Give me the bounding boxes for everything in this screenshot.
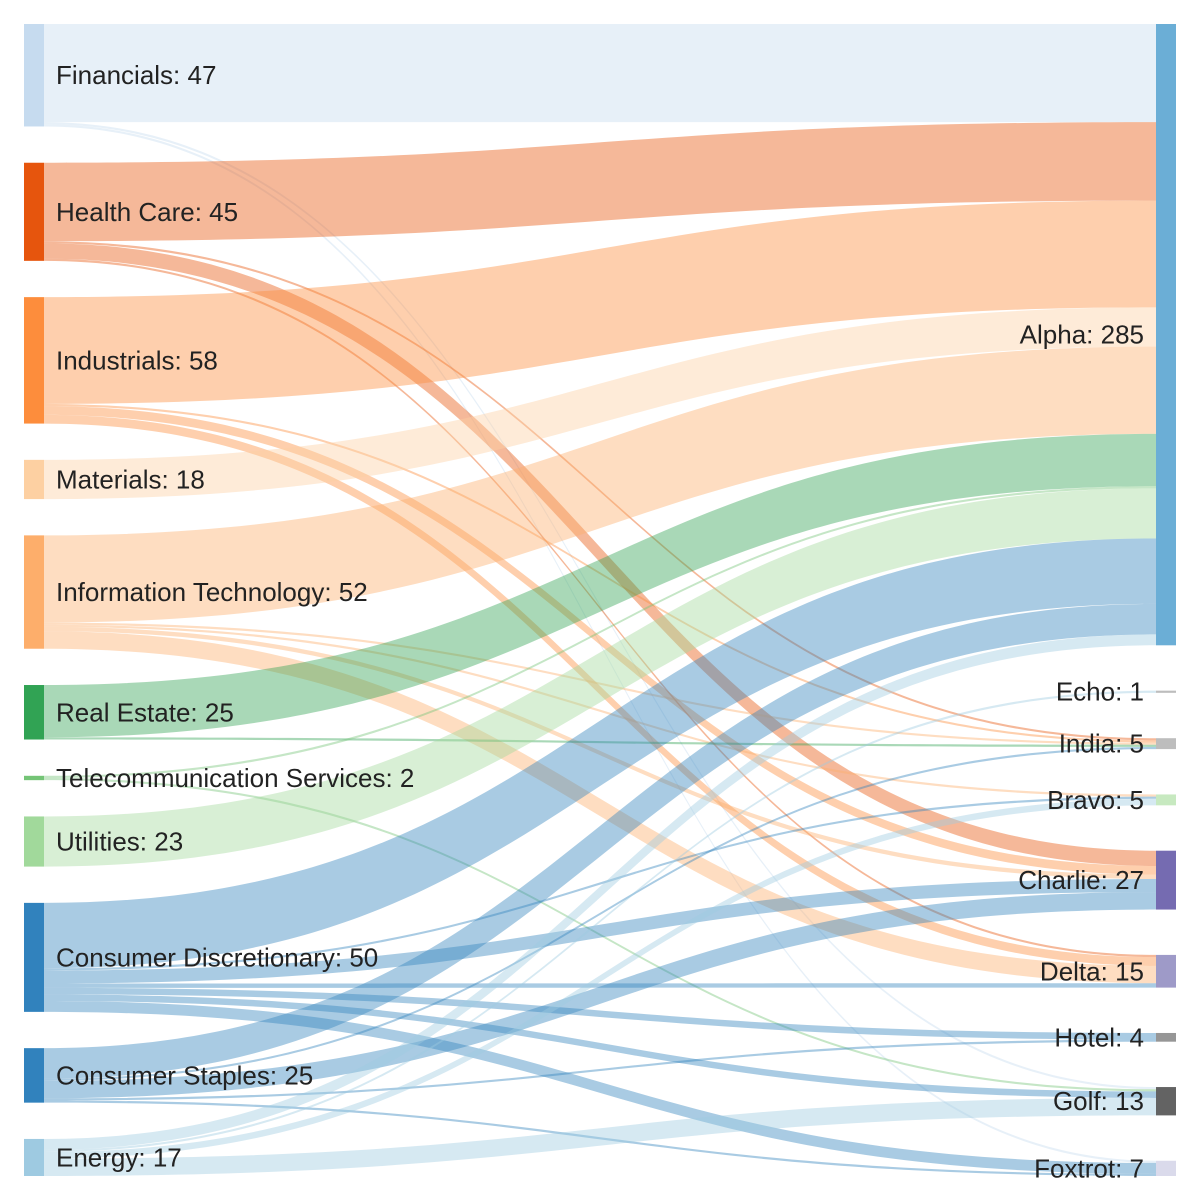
link-consumer-discretionary-to-bravo[interactable] bbox=[44, 796, 1156, 971]
node-health-care[interactable] bbox=[24, 162, 44, 261]
node-label-energy: Energy: 17 bbox=[56, 1142, 182, 1172]
link-consumer-staples-to-alpha[interactable] bbox=[44, 603, 1156, 1079]
link-consumer-discretionary-to-golf[interactable] bbox=[44, 994, 1156, 1098]
link-consumer-staples-to-charlie[interactable] bbox=[44, 892, 1156, 1099]
link-health-care-to-delta[interactable] bbox=[44, 258, 1156, 958]
node-india[interactable] bbox=[1156, 738, 1176, 750]
node-label-charlie: Charlie: 27 bbox=[1018, 865, 1144, 895]
link-information-technology-to-delta[interactable] bbox=[44, 631, 1156, 984]
node-label-delta: Delta: 15 bbox=[1040, 956, 1144, 986]
link-industrials-to-india[interactable] bbox=[44, 403, 1156, 743]
link-materials-to-alpha[interactable] bbox=[44, 307, 1156, 500]
node-echo[interactable] bbox=[1156, 690, 1176, 693]
node-label-materials: Materials: 18 bbox=[56, 464, 205, 494]
node-label-golf: Golf: 13 bbox=[1053, 1086, 1144, 1116]
link-consumer-discretionary-to-delta[interactable] bbox=[44, 983, 1156, 988]
link-energy-to-alpha[interactable] bbox=[44, 634, 1156, 1150]
node-hotel[interactable] bbox=[1156, 1032, 1176, 1042]
link-financials-to-foxtrot[interactable] bbox=[44, 124, 1156, 1163]
node-label-alpha: Alpha: 285 bbox=[1020, 320, 1144, 350]
node-label-echo: Echo: 1 bbox=[1056, 677, 1144, 707]
link-consumer-discretionary-to-hotel[interactable] bbox=[44, 987, 1156, 1040]
node-label-consumer-staples: Consumer Staples: 25 bbox=[56, 1060, 313, 1090]
node-golf[interactable] bbox=[1156, 1087, 1176, 1116]
link-real-estate-to-india[interactable] bbox=[44, 737, 1156, 747]
link-energy-to-bravo[interactable] bbox=[44, 798, 1156, 1159]
node-financials[interactable] bbox=[24, 24, 44, 127]
node-label-health-care: Health Care: 45 bbox=[56, 197, 238, 227]
link-telecommunication-services-to-alpha[interactable] bbox=[44, 486, 1156, 778]
node-label-real-estate: Real Estate: 25 bbox=[56, 697, 234, 727]
node-label-industrials: Industrials: 58 bbox=[56, 345, 218, 375]
link-industrials-to-delta[interactable] bbox=[44, 414, 1156, 966]
link-consumer-discretionary-to-charlie[interactable] bbox=[44, 879, 1156, 984]
node-consumer-discretionary[interactable] bbox=[24, 902, 44, 1012]
link-information-technology-to-bravo[interactable] bbox=[44, 624, 1156, 797]
node-consumer-staples[interactable] bbox=[24, 1048, 44, 1103]
link-financials-to-alpha[interactable] bbox=[44, 24, 1156, 123]
node-label-bravo: Bravo: 5 bbox=[1047, 785, 1144, 815]
link-telecommunication-services-to-golf[interactable] bbox=[44, 777, 1156, 1092]
node-label-telecommunication-services: Telecommunication Services: 2 bbox=[56, 763, 414, 793]
link-utilities-to-alpha[interactable] bbox=[44, 488, 1156, 867]
link-financials-to-golf[interactable] bbox=[44, 122, 1156, 1090]
link-information-technology-to-alpha[interactable] bbox=[44, 346, 1156, 623]
link-health-care-to-india[interactable] bbox=[44, 241, 1156, 741]
node-industrials[interactable] bbox=[24, 297, 44, 424]
link-consumer-staples-to-india[interactable] bbox=[44, 746, 1156, 1081]
nodes-layer bbox=[24, 24, 1176, 1176]
node-alpha[interactable] bbox=[1156, 24, 1176, 646]
node-foxtrot[interactable] bbox=[1156, 1160, 1176, 1176]
link-consumer-discretionary-to-foxtrot[interactable] bbox=[44, 1000, 1156, 1174]
node-utilities[interactable] bbox=[24, 816, 44, 867]
link-consumer-discretionary-to-alpha[interactable] bbox=[44, 538, 1156, 969]
node-information-technology[interactable] bbox=[24, 535, 44, 649]
link-consumer-staples-to-foxtrot[interactable] bbox=[44, 1100, 1156, 1176]
labels-layer: Financials: 47 Health Care: 45 Industrials… bbox=[56, 60, 1144, 1183]
link-information-technology-to-india[interactable] bbox=[44, 622, 1156, 745]
link-real-estate-to-alpha[interactable] bbox=[44, 433, 1156, 738]
node-label-utilities: Utilities: 23 bbox=[56, 827, 183, 857]
link-health-care-to-alpha[interactable] bbox=[44, 122, 1156, 242]
link-consumer-staples-to-hotel[interactable] bbox=[44, 1039, 1156, 1101]
node-label-india: India: 5 bbox=[1059, 729, 1144, 759]
node-label-foxtrot: Foxtrot: 7 bbox=[1034, 1153, 1144, 1183]
node-energy[interactable] bbox=[24, 1138, 44, 1176]
link-energy-to-echo[interactable] bbox=[44, 690, 1156, 1153]
node-telecommunication-services[interactable] bbox=[24, 775, 44, 781]
link-industrials-to-alpha[interactable] bbox=[44, 200, 1156, 404]
node-label-consumer-discretionary: Consumer Discretionary: 50 bbox=[56, 942, 378, 972]
link-information-technology-to-charlie[interactable] bbox=[44, 626, 1156, 880]
links-layer bbox=[44, 24, 1156, 1176]
node-label-financials: Financials: 47 bbox=[56, 60, 216, 90]
node-materials[interactable] bbox=[24, 459, 44, 500]
node-label-hotel: Hotel: 4 bbox=[1054, 1022, 1144, 1052]
node-real-estate[interactable] bbox=[24, 685, 44, 740]
link-health-care-to-charlie[interactable] bbox=[44, 243, 1156, 866]
link-industrials-to-charlie[interactable] bbox=[44, 406, 1156, 875]
node-charlie[interactable] bbox=[1156, 850, 1176, 910]
node-delta[interactable] bbox=[1156, 954, 1176, 988]
link-energy-to-golf[interactable] bbox=[44, 1097, 1156, 1176]
node-label-information-technology: Information Technology: 52 bbox=[56, 577, 368, 607]
node-bravo[interactable] bbox=[1156, 794, 1176, 806]
